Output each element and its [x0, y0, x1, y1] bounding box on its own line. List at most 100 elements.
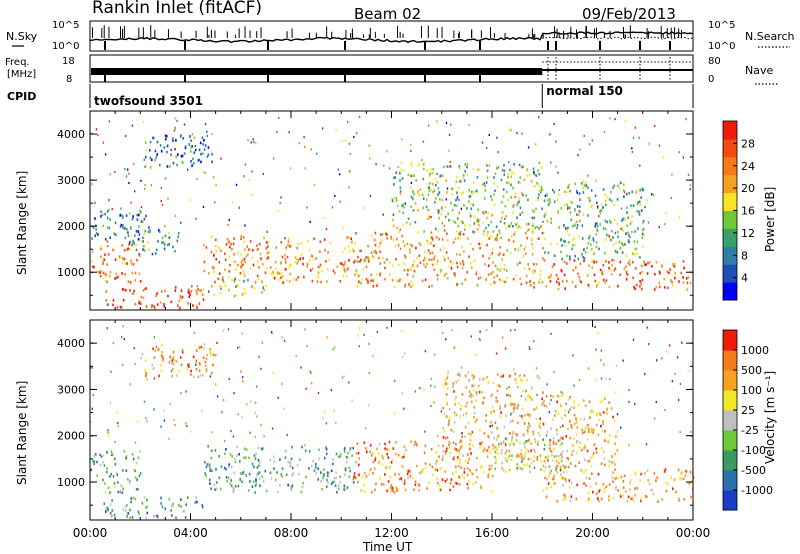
- echo-cell: [313, 183, 316, 186]
- echo-cell: [473, 259, 476, 263]
- echo-cell: [525, 440, 527, 443]
- echo-cell: [222, 278, 224, 282]
- echo-cell: [295, 258, 298, 261]
- echo-cell: [145, 287, 147, 290]
- echo-cell: [385, 257, 388, 261]
- echo-cell: [482, 449, 485, 452]
- echo-cell: [578, 192, 581, 196]
- echo-cell: [556, 394, 559, 398]
- echo-cell: [353, 472, 356, 475]
- echo-cell: [599, 212, 602, 215]
- echo-cell: [468, 378, 471, 382]
- echo-cell: [556, 432, 558, 436]
- echo-cell: [228, 270, 231, 273]
- echo-cell: [439, 488, 442, 492]
- echo-cell: [414, 442, 417, 445]
- echo-cell: [311, 464, 313, 468]
- echo-cell: [374, 488, 376, 492]
- echo-cell: [326, 267, 329, 271]
- echo-cell: [272, 371, 274, 374]
- echo-cell: [410, 161, 413, 165]
- colorbar-tick-label: 500: [741, 364, 762, 377]
- echo-cell: [628, 259, 631, 263]
- echo-cell: [567, 427, 569, 430]
- echo-cell: [519, 163, 521, 167]
- echo-cell: [569, 255, 571, 259]
- echo-cell: [502, 373, 505, 376]
- echo-cell: [389, 273, 391, 276]
- echo-cell: [486, 169, 489, 172]
- echo-cell: [678, 151, 680, 154]
- echo-cell: [600, 377, 603, 380]
- colorbar-swatch: [723, 390, 737, 411]
- echo-cell: [560, 391, 562, 394]
- echo-cell: [625, 232, 627, 235]
- echo-cell: [148, 248, 150, 251]
- echo-cell: [156, 140, 159, 144]
- echo-cell: [603, 130, 606, 134]
- echo-cell: [503, 222, 506, 225]
- colorbar-tick-label: 4: [741, 272, 748, 285]
- echo-cell: [174, 289, 177, 292]
- echo-cell: [206, 155, 209, 158]
- echo-cell: [468, 123, 470, 126]
- echo-cell: [445, 382, 448, 386]
- echo-cell: [497, 384, 500, 387]
- echo-cell: [258, 464, 260, 468]
- echo-cell: [393, 197, 395, 200]
- echo-cell: [131, 217, 134, 221]
- echo-cell: [588, 143, 591, 146]
- echo-cell: [155, 294, 157, 298]
- echo-cell: [443, 165, 445, 169]
- echo-cell: [608, 261, 610, 264]
- echo-cell: [366, 475, 368, 478]
- echo-cell: [455, 230, 458, 233]
- echo-cell: [317, 271, 320, 274]
- echo-cell: [253, 454, 256, 457]
- echo-cell: [156, 303, 159, 306]
- echo-cell: [423, 388, 425, 391]
- echo-cell: [242, 263, 244, 267]
- echo-cell: [493, 203, 496, 207]
- echo-cell: [339, 454, 342, 458]
- echo-cell: [174, 126, 176, 129]
- echo-cell: [247, 248, 250, 251]
- echo-cell: [582, 213, 585, 216]
- echo-cell: [198, 369, 201, 373]
- echo-cell: [581, 182, 583, 185]
- echo-cell: [461, 440, 463, 443]
- echo-cell: [289, 272, 291, 276]
- echo-cell: [247, 278, 249, 282]
- echo-cell: [560, 453, 562, 456]
- echo-cell: [385, 466, 387, 469]
- echo-cell: [534, 269, 536, 273]
- echo-cell: [242, 376, 244, 379]
- echo-cell: [148, 226, 150, 229]
- echo-cell: [121, 261, 124, 265]
- echo-cell: [608, 464, 610, 468]
- echo-cell: [161, 241, 163, 244]
- echo-cell: [113, 486, 116, 489]
- echo-cell: [348, 466, 350, 470]
- echo-cell: [600, 349, 603, 352]
- echo-cell: [437, 434, 439, 437]
- echo-cell: [436, 181, 439, 184]
- echo-cell: [417, 192, 419, 196]
- echo-cell: [630, 204, 632, 207]
- echo-cell: [609, 268, 612, 272]
- echo-cell: [553, 254, 556, 257]
- echo-cell: [254, 435, 256, 438]
- echo-cell: [94, 217, 96, 220]
- echo-cell: [509, 420, 512, 423]
- echo-cell: [437, 193, 439, 196]
- echo-cell: [289, 263, 291, 267]
- echo-cell: [382, 213, 384, 216]
- echo-cell: [496, 389, 499, 393]
- echo-cell: [553, 370, 555, 373]
- echo-cell: [112, 303, 114, 307]
- echo-cell: [363, 441, 366, 444]
- echo-cell: [429, 463, 431, 466]
- echo-cell: [561, 417, 563, 420]
- echo-cell: [491, 406, 494, 409]
- echo-cell: [462, 260, 464, 263]
